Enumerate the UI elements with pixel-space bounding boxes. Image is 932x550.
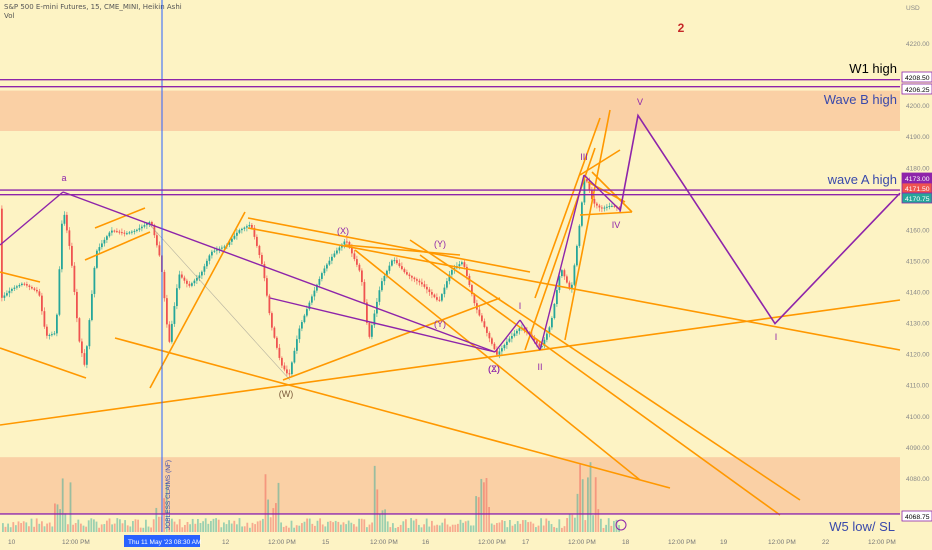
- level-label: W1 high: [849, 61, 897, 76]
- x-tick-label: 12:00 PM: [868, 539, 896, 546]
- event-marker-label: JOBLESS CLAIMS (NF): [165, 460, 172, 530]
- x-tick-label: 12:00 PM: [568, 539, 596, 546]
- price-tag-text: 4173.00: [905, 176, 930, 183]
- y-tick-label: 4140.00: [906, 290, 930, 297]
- x-tick-label: 15: [322, 539, 330, 546]
- y-tick-label: 4080.00: [906, 476, 930, 483]
- wave-label: (Y): [434, 319, 446, 329]
- price-tag-text: 4170.75: [905, 196, 930, 203]
- y-tick-label: 4200.00: [906, 103, 930, 110]
- y-tick-label: 4120.00: [906, 352, 930, 359]
- price-tag: [901, 71, 932, 83]
- wave-label: a: [61, 173, 66, 183]
- y-tick-label: 4100.00: [906, 414, 930, 421]
- level-label: wave A high: [827, 172, 897, 187]
- symbol-title: S&P 500 E-mini Futures, 15, CME_MINI, He…: [4, 3, 182, 11]
- wave-label: III: [580, 152, 588, 162]
- wave-label: I: [775, 332, 778, 342]
- x-tick-label: 12:00 PM: [370, 539, 398, 546]
- wave-label: (Y): [434, 239, 446, 249]
- wave-label: V: [637, 97, 643, 107]
- lightning-icon[interactable]: [615, 519, 627, 531]
- wave-label: (Z): [488, 364, 500, 374]
- wave-label: I: [519, 301, 522, 311]
- projection-path: [619, 113, 901, 325]
- wave-label: (X): [337, 226, 349, 236]
- price-tag: [901, 192, 932, 204]
- price-tag: [901, 510, 932, 522]
- y-tick-label: 4110.00: [906, 383, 929, 390]
- x-tick-label: 22: [822, 539, 830, 546]
- y-tick-label: 4090.00: [906, 445, 930, 452]
- crosshair-date-label: Thu 11 May '23 08:30 AM: [128, 539, 201, 546]
- wave-label: II: [537, 362, 542, 372]
- price-tag-text: 4208.50: [905, 75, 930, 82]
- x-tick-label: 12:00 PM: [62, 539, 90, 546]
- x-tick-label: 12:00 PM: [668, 539, 696, 546]
- x-tick-label: 12:00 PM: [768, 539, 796, 546]
- price-zone: [0, 90, 900, 131]
- candles: [1, 175, 621, 378]
- purple-wave-lines: [0, 174, 621, 381]
- x-tick-label: 12:00 PM: [268, 539, 296, 546]
- zone-label: Wave B high: [824, 92, 897, 107]
- crosshair-date-box: [124, 535, 200, 547]
- price-tag-text: 4068.75: [905, 514, 930, 521]
- y-tick-label: 4180.00: [906, 165, 930, 172]
- x-tick-label: 17: [522, 539, 530, 546]
- orange-trendlines: [0, 109, 901, 516]
- time-axis: [0, 534, 932, 550]
- x-tick-label: 19: [720, 539, 728, 546]
- price-tag-text: 4171.50: [905, 186, 930, 193]
- x-tick-label: 16: [422, 539, 430, 546]
- y-tick-label: 4160.00: [906, 227, 930, 234]
- currency-label: USD: [906, 5, 920, 12]
- wave-label: (X): [488, 364, 500, 374]
- wave-label: (W): [279, 389, 294, 399]
- wave-label: IV: [612, 220, 621, 230]
- level-label: W5 low/ SL: [829, 519, 895, 534]
- wave-label: 2: [678, 21, 685, 35]
- price-tag-text: 4206.25: [905, 87, 930, 94]
- x-tick-label: 12:00 PM: [478, 539, 506, 546]
- price-tag: [901, 83, 932, 95]
- x-tick-label: 18: [622, 539, 630, 546]
- volume-bars: [2, 462, 620, 532]
- x-tick-label: 10: [8, 539, 16, 546]
- y-tick-label: 4130.00: [906, 321, 930, 328]
- y-tick-label: 4150.00: [906, 258, 930, 265]
- volume-label: Vol: [4, 12, 15, 20]
- y-tick-label: 4220.00: [906, 41, 930, 48]
- x-tick-label: 12: [222, 539, 230, 546]
- y-tick-label: 4190.00: [906, 134, 930, 141]
